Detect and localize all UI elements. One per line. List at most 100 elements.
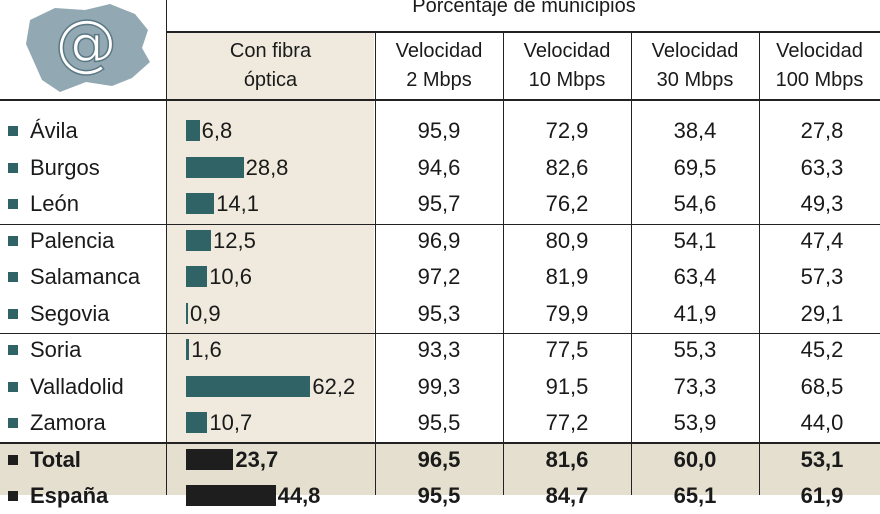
value-cell: 96,9 bbox=[417, 227, 461, 253]
value-cell: 61,9 bbox=[800, 483, 844, 508]
value-cell: 95,9 bbox=[417, 118, 461, 143]
divider bbox=[375, 32, 376, 495]
value-cell: 41,9 bbox=[673, 300, 717, 326]
fibra-value: 23,7 bbox=[235, 446, 279, 472]
value-cell: 97,2 bbox=[417, 264, 461, 289]
group-title: Porcentaje de municipios bbox=[412, 0, 636, 17]
divider bbox=[0, 333, 880, 334]
fibra-bar bbox=[186, 229, 211, 251]
row-bullet bbox=[8, 381, 18, 392]
totals-background bbox=[0, 442, 880, 495]
divider bbox=[0, 442, 880, 444]
value-cell: 84,7 bbox=[545, 483, 589, 508]
divider bbox=[631, 32, 632, 495]
row-bullet bbox=[8, 235, 18, 246]
value-cell: 96,5 bbox=[417, 446, 461, 472]
fibra-bar bbox=[186, 266, 208, 287]
value-cell: 57,3 bbox=[800, 264, 844, 289]
column-header: Con fibra óptica bbox=[166, 32, 375, 99]
row-label: Valladolid bbox=[30, 373, 124, 399]
row-bullet bbox=[8, 199, 18, 209]
value-cell: 69,5 bbox=[673, 154, 717, 180]
column-header: Velocidad 100 Mbps bbox=[759, 32, 880, 99]
table-row: España 44,8 95,5 84,7 65,1 61,9 bbox=[0, 478, 880, 514]
fibra-value: 0,9 bbox=[190, 300, 221, 326]
fibra-value: 1,6 bbox=[191, 337, 222, 362]
value-cell: 44,0 bbox=[800, 410, 844, 435]
divider bbox=[166, 0, 167, 495]
value-cell: 60,0 bbox=[673, 446, 717, 472]
row-label: Total bbox=[30, 446, 81, 472]
table-row: Zamora 10,7 95,5 77,2 53,9 44,0 bbox=[0, 405, 880, 441]
value-cell: 38,4 bbox=[673, 118, 717, 143]
row-bullet bbox=[8, 272, 18, 282]
column-header: Velocidad 2 Mbps bbox=[375, 32, 503, 99]
fibra-bar bbox=[186, 302, 188, 324]
row-label: Zamora bbox=[30, 410, 106, 435]
value-cell: 27,8 bbox=[800, 118, 844, 143]
value-cell: 53,9 bbox=[673, 410, 717, 435]
value-cell: 79,9 bbox=[545, 300, 589, 326]
fibra-value: 62,2 bbox=[312, 373, 356, 399]
fibra-bar bbox=[186, 339, 190, 360]
fibra-value: 12,5 bbox=[213, 227, 256, 253]
column-header-line: 10 Mbps bbox=[528, 68, 606, 91]
value-cell: 68,5 bbox=[800, 373, 844, 399]
value-cell: 49,3 bbox=[800, 191, 844, 216]
column-header-line: Con fibra bbox=[229, 39, 312, 62]
column-header-line: Velocidad bbox=[776, 39, 863, 62]
group-header: Porcentaje de municipios bbox=[166, 0, 880, 32]
value-cell: 95,5 bbox=[417, 410, 461, 435]
value-cell: 80,9 bbox=[545, 227, 589, 253]
table-row: Burgos 28,8 94,6 82,6 69,5 63,3 bbox=[0, 150, 880, 186]
fibra-value: 28,8 bbox=[245, 154, 289, 180]
value-cell: 72,9 bbox=[545, 118, 589, 143]
value-cell: 93,3 bbox=[417, 337, 461, 362]
value-cell: 63,3 bbox=[800, 154, 844, 180]
row-label: León bbox=[30, 191, 79, 216]
column-header-line: Velocidad bbox=[651, 39, 739, 62]
row-label: Salamanca bbox=[30, 264, 141, 289]
fibra-bar bbox=[186, 375, 311, 397]
row-bullet bbox=[8, 126, 18, 136]
divider bbox=[0, 224, 880, 225]
fibra-bar bbox=[186, 156, 244, 178]
value-cell: 73,3 bbox=[673, 373, 717, 399]
value-cell: 95,5 bbox=[417, 483, 461, 508]
row-label: Palencia bbox=[30, 227, 115, 253]
table-row: Total 23,7 96,5 81,6 60,0 53,1 bbox=[0, 442, 880, 478]
fibra-bar bbox=[186, 193, 215, 214]
table-row: León 14,1 95,7 76,2 54,6 49,3 bbox=[0, 186, 880, 222]
table-row: Ávila 6,8 95,9 72,9 38,4 27,8 bbox=[0, 113, 880, 149]
column-header-line: Velocidad bbox=[395, 39, 483, 62]
value-cell: 53,1 bbox=[800, 446, 844, 472]
value-cell: 91,5 bbox=[545, 373, 589, 399]
value-cell: 54,6 bbox=[673, 191, 717, 216]
row-bullet bbox=[8, 308, 18, 319]
row-label: Segovia bbox=[30, 300, 110, 326]
column-header-line: 100 Mbps bbox=[775, 68, 864, 91]
value-cell: 81,6 bbox=[545, 446, 589, 472]
row-bullet bbox=[8, 491, 18, 501]
divider bbox=[0, 99, 880, 101]
fibra-value: 14,1 bbox=[216, 191, 260, 216]
value-cell: 47,4 bbox=[800, 227, 844, 253]
fibra-value: 10,6 bbox=[209, 264, 253, 289]
fibra-bar bbox=[186, 485, 276, 506]
fibra-bar bbox=[186, 120, 200, 141]
at-sign-map-icon: @ bbox=[26, 4, 150, 92]
value-cell: 81,9 bbox=[545, 264, 589, 289]
fibra-bar bbox=[186, 448, 234, 470]
value-cell: 95,7 bbox=[417, 191, 461, 216]
value-cell: 54,1 bbox=[673, 227, 717, 253]
column-header-line: 2 Mbps bbox=[406, 68, 472, 91]
value-cell: 63,4 bbox=[673, 264, 717, 289]
table-row: Palencia 12,5 96,9 80,9 54,1 47,4 bbox=[0, 223, 880, 259]
value-cell: 82,6 bbox=[545, 154, 589, 180]
fibra-value: 6,8 bbox=[201, 118, 233, 143]
value-cell: 94,6 bbox=[417, 154, 461, 180]
value-cell: 77,2 bbox=[545, 410, 589, 435]
column-header-line: óptica bbox=[243, 68, 298, 91]
divider bbox=[759, 32, 760, 495]
